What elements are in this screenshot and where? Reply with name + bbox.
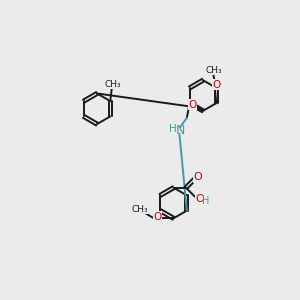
Text: O: O [193, 172, 202, 182]
Text: H: H [202, 196, 209, 206]
Text: CH₃: CH₃ [205, 66, 222, 75]
Text: O: O [212, 80, 220, 90]
Text: O: O [189, 100, 197, 110]
Text: CH₃: CH₃ [105, 80, 122, 89]
Text: CH₃: CH₃ [131, 205, 148, 214]
Text: N: N [175, 124, 185, 137]
Text: O: O [153, 212, 161, 222]
Text: H: H [169, 124, 177, 134]
Text: O: O [195, 194, 204, 204]
